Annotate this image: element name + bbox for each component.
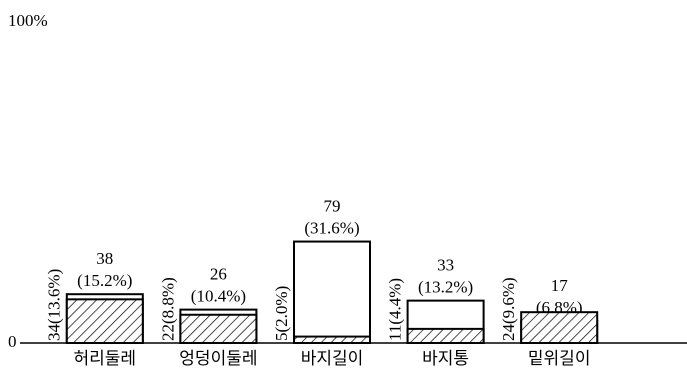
value-label: 34(13.6%) <box>45 269 64 341</box>
hatched-bar <box>65 298 144 344</box>
value-label: 22(8.8%) <box>158 277 177 341</box>
value-label: (31.6%) <box>304 218 359 237</box>
value-label: 17 <box>551 276 569 295</box>
bar <box>293 240 371 344</box>
value-label: 26 <box>210 265 227 284</box>
y-tick-label: 100% <box>8 11 48 30</box>
value-label: (15.2%) <box>77 271 132 290</box>
hatched-bar <box>179 313 258 345</box>
x-tick-label: 엉덩이둘레 <box>179 349 257 368</box>
x-tick-label: 바지길이 <box>301 349 364 368</box>
value-label: 5(2.0%) <box>272 286 291 341</box>
x-tick-label: 바지통 <box>422 349 469 368</box>
x-tick-label: 밑위길이 <box>528 349 591 368</box>
value-label: (13.2%) <box>418 278 473 297</box>
x-tick-label: 허리둘레 <box>74 349 137 368</box>
hatched-bar <box>406 327 485 345</box>
value-label: 33 <box>437 256 454 275</box>
value-label: 24(9.6%) <box>499 277 518 341</box>
value-label: 38 <box>96 249 113 268</box>
value-label: (10.4%) <box>191 287 246 306</box>
hatched-bar <box>520 311 599 344</box>
y-tick-label: 0 <box>8 332 17 351</box>
value-label: 79 <box>324 196 341 215</box>
value-label: 11(4.4%) <box>386 278 405 341</box>
hatched-bar <box>293 335 371 344</box>
